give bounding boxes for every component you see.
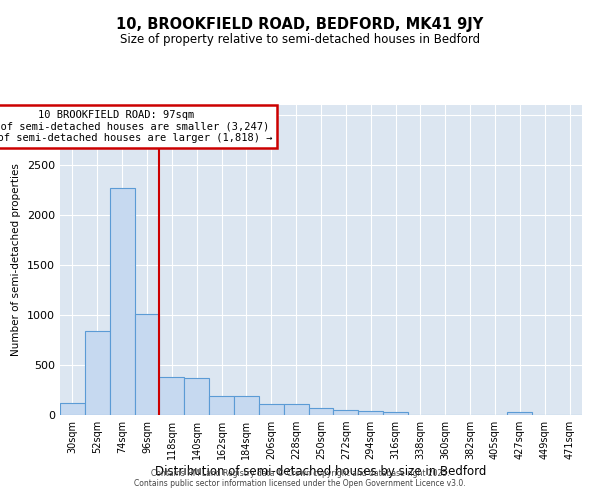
Bar: [60, 403, 85, 415]
Bar: [209, 396, 234, 415]
Bar: [110, 188, 134, 415]
X-axis label: Distribution of semi-detached houses by size in Bedford: Distribution of semi-detached houses by …: [155, 465, 487, 478]
Bar: [85, 331, 110, 415]
Bar: [184, 378, 209, 415]
Bar: [383, 412, 408, 415]
Bar: [234, 396, 259, 415]
Text: Contains HM Land Registry data © Crown copyright and database right 2025.: Contains HM Land Registry data © Crown c…: [151, 468, 449, 477]
Text: 10, BROOKFIELD ROAD, BEDFORD, MK41 9JY: 10, BROOKFIELD ROAD, BEDFORD, MK41 9JY: [116, 18, 484, 32]
Text: Contains public sector information licensed under the Open Government Licence v3: Contains public sector information licen…: [134, 478, 466, 488]
Bar: [508, 412, 532, 415]
Bar: [134, 314, 160, 415]
Text: 10 BROOKFIELD ROAD: 97sqm
← 64% of semi-detached houses are smaller (3,247)
  36: 10 BROOKFIELD ROAD: 97sqm ← 64% of semi-…: [0, 110, 272, 143]
Bar: [160, 377, 184, 415]
Bar: [259, 404, 284, 415]
Bar: [358, 411, 383, 415]
Bar: [308, 408, 334, 415]
Y-axis label: Number of semi-detached properties: Number of semi-detached properties: [11, 164, 22, 356]
Text: Size of property relative to semi-detached houses in Bedford: Size of property relative to semi-detach…: [120, 32, 480, 46]
Bar: [284, 404, 308, 415]
Bar: [334, 410, 358, 415]
